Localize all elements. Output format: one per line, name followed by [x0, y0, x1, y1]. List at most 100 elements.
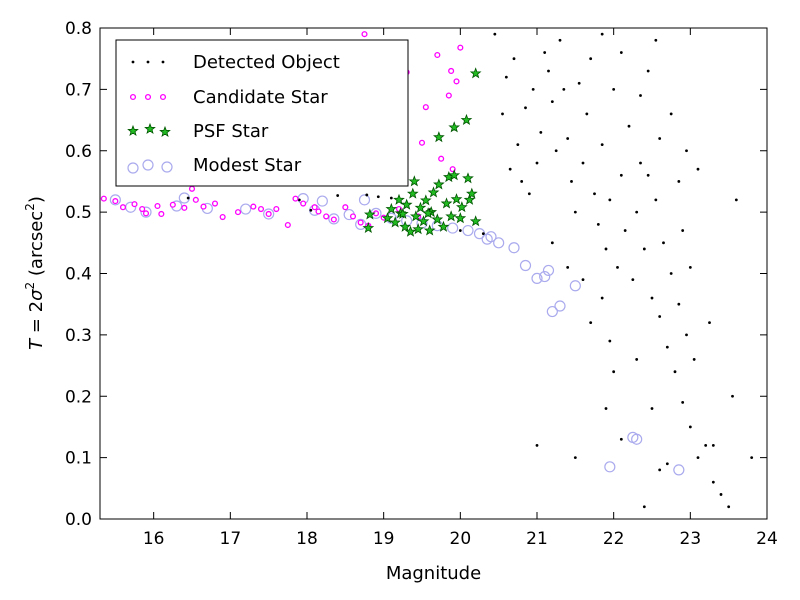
data-point-candidate	[131, 201, 138, 208]
legend-marker-psf-star-glyph	[144, 122, 156, 134]
data-point-psf	[433, 178, 445, 190]
data-point-detected	[658, 468, 662, 472]
y-axis-title-close: )	[26, 196, 47, 203]
data-point-psf	[422, 207, 434, 219]
data-point-detected	[619, 437, 623, 441]
y-axis-title-t: T	[26, 337, 47, 350]
x-tick-label: 18	[296, 529, 318, 549]
data-point-detected	[501, 112, 504, 116]
data-point-psf	[469, 215, 482, 227]
data-point-candidate	[438, 155, 445, 162]
data-point-detected	[589, 57, 593, 61]
y-axis-title-unit: (arcsec	[26, 211, 47, 282]
data-point-detected	[677, 180, 681, 183]
data-point-psf	[381, 212, 394, 224]
data-point-detected	[612, 370, 616, 374]
data-point-psf	[431, 213, 444, 225]
data-point-detected	[612, 87, 616, 91]
data-point-candidate	[284, 221, 291, 229]
legend-marker-candidate-1	[129, 93, 137, 101]
data-point-detected	[677, 302, 681, 306]
data-point-candidate	[257, 206, 265, 213]
data-point-psf	[465, 187, 478, 199]
data-point-detected	[685, 149, 688, 153]
data-point-candidate	[342, 204, 349, 211]
data-point-detected	[719, 493, 723, 496]
data-point-detected	[389, 196, 393, 200]
data-point-candidate	[119, 204, 127, 211]
data-point-detected	[508, 167, 512, 171]
data-point-modest	[554, 300, 566, 312]
data-point-detected	[550, 100, 554, 104]
data-point-psf	[454, 212, 467, 224]
data-point-detected	[688, 265, 692, 269]
data-point-candidate	[453, 78, 460, 85]
data-point-detected	[662, 241, 665, 245]
legend-marker-detected-object	[131, 60, 165, 64]
data-point-detected	[504, 75, 508, 79]
data-point-detected	[481, 232, 485, 236]
data-point-detected	[596, 223, 600, 226]
data-point-detected	[665, 462, 669, 466]
data-point-candidate	[169, 201, 176, 208]
data-point-psf	[463, 193, 476, 205]
data-point-candidate	[434, 51, 441, 59]
data-point-modest	[542, 264, 555, 277]
data-point-candidate	[292, 195, 299, 202]
data-point-candidate	[158, 210, 165, 218]
x-tick-label: 19	[373, 529, 395, 549]
data-point-detected	[589, 321, 593, 324]
data-point-detected	[566, 137, 570, 140]
data-point-modest	[263, 208, 275, 220]
data-point-detected	[608, 339, 612, 343]
data-point-candidate	[315, 208, 322, 215]
data-point-detected	[608, 198, 612, 202]
data-point-detected	[623, 229, 627, 232]
data-point-psf	[414, 201, 427, 213]
data-point-detected	[658, 315, 662, 318]
data-point-psf	[396, 207, 409, 219]
data-point-detected	[642, 247, 646, 251]
data-point-psf	[448, 169, 461, 181]
data-point-detected	[493, 32, 497, 36]
axis-ticks	[100, 27, 768, 520]
data-point-detected	[547, 69, 550, 73]
legend-label-candidate-star: Candidate Star	[193, 87, 328, 108]
data-point-psf	[462, 172, 474, 184]
data-point-detected	[573, 456, 577, 460]
data-point-detected	[646, 69, 650, 73]
legend-marker-modest-1	[127, 162, 139, 174]
data-point-modest	[316, 195, 328, 207]
data-point-candidate	[361, 31, 368, 38]
data-point-detected	[539, 130, 543, 134]
data-point-detected	[654, 38, 658, 42]
y-axis-title-unit-exp: 2	[23, 203, 37, 211]
data-point-modest	[493, 237, 505, 249]
data-point-detected	[727, 505, 731, 509]
data-point-candidate	[273, 206, 280, 213]
legend-marker-candidate-star	[129, 93, 167, 101]
data-point-psf	[385, 202, 398, 215]
data-point-detected	[531, 87, 535, 91]
data-point-candidate	[211, 200, 219, 207]
data-point-candidate	[188, 185, 196, 192]
data-point-modest	[546, 305, 558, 318]
data-point-detected	[535, 161, 539, 165]
data-point-detected	[593, 192, 596, 196]
data-point-modest	[328, 213, 340, 225]
data-point-candidate	[457, 44, 464, 51]
data-point-modest	[462, 224, 474, 237]
data-point-psf	[427, 186, 440, 198]
data-point-candidate	[300, 200, 307, 207]
data-point-detected	[581, 161, 585, 165]
x-tick-label: 23	[680, 529, 702, 549]
y-axis-title-sigma-exp: 2	[23, 282, 37, 290]
data-point-candidate	[422, 104, 429, 111]
data-point-detected	[696, 456, 700, 460]
data-point-psf	[399, 220, 411, 232]
data-point-detected	[688, 425, 692, 429]
data-point-modest	[604, 461, 616, 473]
data-point-detected	[635, 210, 639, 214]
data-point-detected	[642, 505, 646, 509]
data-point-modest	[140, 206, 152, 218]
